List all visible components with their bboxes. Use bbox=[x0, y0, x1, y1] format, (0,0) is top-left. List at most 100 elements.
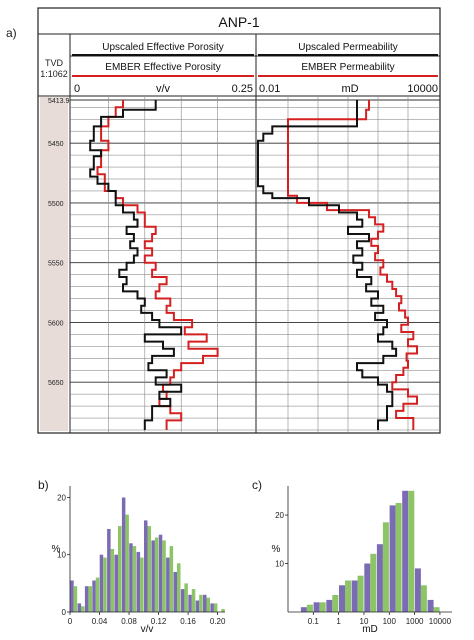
permeability-hist-bar bbox=[300, 607, 307, 612]
porosity-hist-bar bbox=[195, 600, 200, 612]
porosity-hist-bar bbox=[184, 583, 188, 612]
porosity-hist-bar bbox=[147, 526, 151, 612]
permeability-hist-bar bbox=[370, 553, 377, 612]
permeability-histogram-axes: 0.1 1 10 100 1000 10000 20 10 bbox=[275, 486, 452, 626]
porosity-hist-bar bbox=[191, 589, 196, 612]
track2-header-ember: EMBER Permeability bbox=[301, 62, 394, 73]
permeability-ember-curve bbox=[287, 100, 418, 430]
depth-tick-label: 5413.9 bbox=[48, 98, 70, 105]
porosity-hist-y-tick-label: 0 bbox=[62, 608, 67, 617]
permeability-hist-x-tick-label: 10000 bbox=[429, 617, 452, 626]
porosity-hist-bar bbox=[77, 603, 82, 612]
porosity-hist-bar bbox=[199, 594, 203, 612]
porosity-hist-x-tick-label: 0.08 bbox=[121, 617, 137, 626]
porosity-hist-bar bbox=[92, 580, 96, 612]
permeability-hist-bar bbox=[402, 490, 409, 612]
permeability-hist-y-tick-label: 20 bbox=[275, 511, 284, 520]
permeability-hist-bar bbox=[376, 544, 383, 612]
permeability-hist-x-tick-label: 1000 bbox=[406, 617, 424, 626]
depth-track-band bbox=[40, 97, 68, 431]
porosity-hist-bar bbox=[118, 526, 122, 612]
permeability-hist-bar bbox=[389, 505, 396, 612]
porosity-hist-bar bbox=[125, 514, 129, 612]
permeability-hist-bar bbox=[319, 602, 326, 612]
porosity-hist-bar bbox=[121, 497, 126, 612]
permeability-hist-bar bbox=[351, 580, 358, 612]
permeability-hist-bar bbox=[364, 563, 371, 612]
permeability-hist-bar bbox=[427, 599, 434, 612]
porosity-ember-curve bbox=[96, 100, 219, 430]
permeability-hist-bar bbox=[345, 580, 351, 612]
porosity-hist-x-tick-label: 0.04 bbox=[92, 617, 108, 626]
porosity-hist-bar bbox=[88, 586, 92, 612]
permeability-upscaled-curve bbox=[257, 100, 398, 430]
porosity-hist-bar bbox=[84, 586, 89, 612]
permeability-hist-bar bbox=[339, 585, 345, 612]
permeability-hist-bar bbox=[414, 568, 421, 612]
porosity-hist-x-tick-label: 0.20 bbox=[210, 617, 226, 626]
track2-scale-min: 0.01 bbox=[259, 83, 280, 95]
porosity-hist-xlabel: v/v bbox=[141, 624, 154, 635]
track2-unit: mD bbox=[341, 83, 358, 95]
permeability-hist-x-tick-label: 1 bbox=[336, 617, 341, 626]
porosity-hist-bar bbox=[73, 586, 78, 612]
porosity-hist-bar bbox=[107, 529, 111, 612]
permeability-hist-bar bbox=[332, 595, 339, 612]
depth-tick-label: 5450 bbox=[48, 141, 64, 148]
depth-tick-label: 5650 bbox=[48, 380, 64, 387]
porosity-hist-bar bbox=[173, 571, 177, 612]
log-title: ANP-1 bbox=[218, 14, 259, 30]
permeability-hist-bar bbox=[326, 599, 333, 612]
porosity-hist-bar bbox=[129, 543, 133, 612]
depth-labels: 5413.9 5450 5500 5550 5600 5650 bbox=[48, 98, 70, 387]
depth-scale: 1:1062 bbox=[40, 69, 68, 79]
permeability-hist-bar bbox=[420, 585, 427, 612]
panel-label-a: a) bbox=[6, 26, 17, 40]
porosity-hist-bar bbox=[132, 546, 137, 612]
porosity-hist-x-tick-label: 0 bbox=[68, 617, 73, 626]
track1-unit: v/v bbox=[156, 83, 171, 95]
porosity-hist-bar bbox=[81, 606, 85, 612]
permeability-histogram-bars bbox=[300, 490, 440, 612]
porosity-hist-x-tick-label: 0.12 bbox=[151, 617, 167, 626]
permeability-hist-bar bbox=[433, 607, 440, 612]
porosity-histogram-bars bbox=[70, 497, 225, 612]
permeability-hist-x-tick-label: 100 bbox=[383, 617, 397, 626]
porosity-hist-bar bbox=[144, 520, 148, 612]
log-curves bbox=[89, 100, 418, 430]
porosity-hist-bar bbox=[114, 554, 118, 612]
porosity-hist-bar bbox=[154, 537, 159, 612]
log-grid bbox=[70, 97, 440, 433]
depth-tick-label: 5550 bbox=[48, 261, 64, 268]
porosity-hist-bar bbox=[110, 549, 115, 612]
depth-tick-label: 5500 bbox=[48, 201, 64, 208]
track1-header-ember: EMBER Effective Porosity bbox=[105, 62, 220, 73]
panel-label-b: b) bbox=[38, 478, 49, 492]
permeability-hist-bar bbox=[408, 490, 415, 612]
permeability-hist-ylabel: % bbox=[272, 544, 281, 555]
permeability-hist-x-tick-label: 10 bbox=[360, 617, 369, 626]
porosity-hist-bar bbox=[221, 609, 225, 612]
porosity-upscaled-curve bbox=[89, 100, 183, 430]
porosity-hist-bar bbox=[151, 540, 155, 612]
porosity-hist-bar bbox=[203, 594, 207, 612]
porosity-histogram-axes: 0 0.04 0.08 0.12 0.16 0.20 20 10 0 bbox=[57, 486, 226, 626]
track1-header-upscaled: Upscaled Effective Porosity bbox=[102, 42, 224, 53]
porosity-hist-bar bbox=[99, 554, 104, 612]
porosity-hist-bar bbox=[136, 551, 141, 612]
permeability-hist-xlabel: mD bbox=[362, 624, 378, 635]
permeability-hist-x-tick-label: 0.1 bbox=[308, 617, 320, 626]
porosity-hist-bar bbox=[140, 557, 144, 612]
porosity-hist-bar bbox=[169, 546, 174, 612]
porosity-hist-bar bbox=[103, 557, 107, 612]
porosity-hist-y-tick-label: 10 bbox=[57, 551, 66, 560]
porosity-hist-x-tick-label: 0.16 bbox=[180, 617, 196, 626]
panel-label-c: c) bbox=[252, 478, 262, 492]
track1-scale-min: 0 bbox=[74, 83, 80, 95]
porosity-hist-bar bbox=[206, 597, 210, 612]
porosity-hist-bar bbox=[188, 594, 192, 612]
permeability-hist-bar bbox=[313, 602, 320, 612]
porosity-hist-ylabel: % bbox=[52, 544, 61, 555]
depth-tick-label: 5600 bbox=[48, 320, 64, 327]
